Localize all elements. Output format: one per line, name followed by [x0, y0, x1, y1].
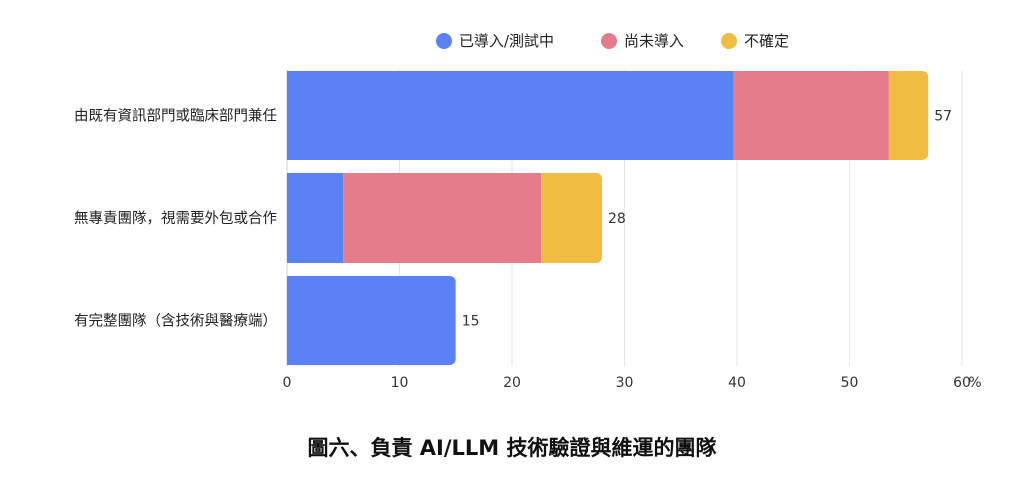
legend-label: 已導入/測試中 [459, 32, 554, 50]
bar-segment-series-2 [343, 173, 542, 263]
bar-group [287, 71, 929, 160]
x-tick-label: 50 [841, 375, 859, 391]
bar-segment-series-3 [541, 173, 602, 263]
bar-segment-series-1 [287, 71, 734, 160]
x-tick-label: 10 [391, 375, 409, 391]
bar-segment-series-2 [733, 71, 889, 160]
x-tick-label: 20 [503, 375, 521, 391]
legend-swatch [601, 33, 617, 49]
category-labels: 由既有資訊部門或臨床部門兼任無專責團隊，視需要外包或合作有完整團隊（含技術與醫療… [74, 108, 277, 330]
bars [287, 71, 929, 365]
total-label: 57 [934, 109, 952, 125]
legend-swatch [721, 33, 737, 49]
chart-title: 圖六、負責 AI/LLM 技術驗證與維運的團隊 [307, 436, 717, 460]
bar-segment-series-3 [888, 71, 929, 160]
legend: 已導入/測試中 尚未導入 不確定 [436, 32, 789, 50]
x-axis-ticks: 0 10 20 30 40 50 60% [283, 375, 982, 391]
category-label: 有完整團隊（含技術與醫療端） [74, 313, 277, 330]
legend-label: 尚未導入 [624, 32, 684, 50]
bar-segment-series-1 [287, 276, 456, 365]
bar-segment-series-1 [287, 173, 344, 263]
category-label: 由既有資訊部門或臨床部門兼任 [74, 108, 277, 125]
bar-group [287, 276, 456, 365]
total-labels: 57 28 15 [462, 109, 952, 330]
x-axis-unit: % [968, 375, 981, 391]
total-label: 28 [608, 211, 626, 227]
x-tick-label: 40 [728, 375, 746, 391]
legend-swatch [436, 33, 452, 49]
bar-group [287, 173, 602, 263]
x-tick-label: 0 [283, 375, 292, 391]
category-label: 無專責團隊，視需要外包或合作 [74, 210, 277, 227]
x-tick-label: 60 [953, 375, 971, 391]
x-tick-label: 30 [616, 375, 634, 391]
total-label: 15 [462, 314, 480, 330]
legend-label: 不確定 [744, 32, 789, 50]
